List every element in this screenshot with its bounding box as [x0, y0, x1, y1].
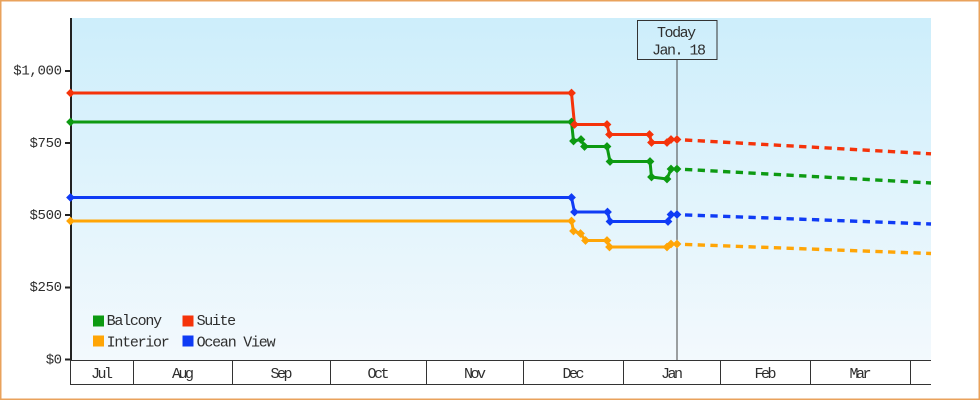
svg-text:Suite: Suite — [197, 313, 237, 330]
svg-text:Sep: Sep — [271, 366, 293, 383]
svg-text:Today: Today — [657, 25, 696, 42]
svg-text:$250: $250 — [30, 280, 63, 296]
svg-text:Jul: Jul — [91, 366, 113, 383]
svg-text:Interior: Interior — [107, 334, 170, 351]
svg-text:Oct: Oct — [368, 366, 390, 383]
svg-text:$1,000: $1,000 — [13, 64, 62, 80]
svg-text:Mar: Mar — [850, 366, 872, 383]
svg-text:Dec: Dec — [563, 366, 585, 383]
svg-text:Ocean View: Ocean View — [197, 334, 276, 351]
svg-text:$750: $750 — [30, 136, 63, 152]
svg-text:Nov: Nov — [464, 366, 486, 383]
svg-text:Jan: Jan — [661, 366, 683, 383]
svg-text:$0: $0 — [46, 352, 62, 368]
svg-text:Feb: Feb — [755, 366, 777, 383]
svg-text:Balcony: Balcony — [107, 313, 163, 330]
svg-text:Jan. 18: Jan. 18 — [652, 42, 706, 59]
svg-text:$500: $500 — [30, 208, 63, 224]
svg-text:Aug: Aug — [172, 366, 194, 383]
